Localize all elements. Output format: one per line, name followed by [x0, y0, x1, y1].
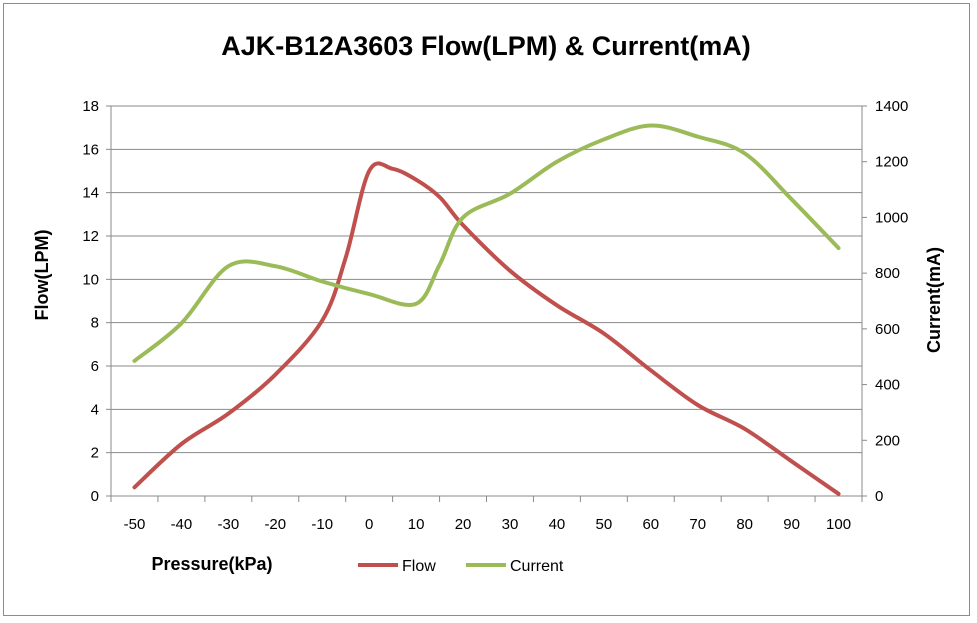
- y-tick-label: 8: [91, 315, 99, 332]
- x-axis-title: Pressure(kPa): [151, 554, 272, 574]
- x-tick-label: 0: [365, 516, 373, 533]
- y2-tick-label: 400: [875, 377, 900, 394]
- chart-frame: [3, 3, 970, 616]
- x-tick-label: -30: [218, 516, 240, 533]
- y2-tick-label: 600: [875, 321, 900, 338]
- y2-tick-label: 200: [875, 432, 900, 449]
- x-tick-label: 30: [502, 516, 519, 533]
- x-tick-label: 50: [596, 516, 613, 533]
- x-tick-label: -40: [171, 516, 193, 533]
- chart-title: AJK-B12A3603 Flow(LPM) & Current(mA): [221, 31, 751, 61]
- y-tick-label: 16: [82, 141, 99, 158]
- plot-area: 0246810121416180200400600800100012001400…: [82, 98, 908, 533]
- x-tick-label: 40: [549, 516, 566, 533]
- y-tick-label: 14: [82, 185, 99, 202]
- x-tick-label: -50: [124, 516, 146, 533]
- legend: Flow Current: [358, 558, 564, 575]
- y-tick-label: 0: [91, 488, 99, 505]
- series-line-flow: [132, 161, 841, 496]
- y-tick-label: 6: [91, 358, 99, 375]
- y2-tick-label: 1200: [875, 154, 908, 171]
- y2-tick-label: 0: [875, 488, 883, 505]
- x-tick-label: 100: [826, 516, 851, 533]
- x-tick-label: -20: [264, 516, 286, 533]
- y-tick-label: 10: [82, 271, 99, 288]
- y-tick-label: 12: [82, 228, 99, 245]
- y-tick-label: 4: [91, 401, 99, 418]
- legend-label-flow: Flow: [402, 558, 436, 575]
- legend-label-current: Current: [510, 558, 564, 575]
- y-tick-label: 18: [82, 98, 99, 115]
- y2-tick-label: 1400: [875, 98, 908, 115]
- y2-tick-label: 1000: [875, 209, 908, 226]
- x-tick-label: -10: [311, 516, 333, 533]
- y-axis-title: Flow(LPM): [32, 230, 52, 321]
- x-tick-label: 70: [689, 516, 706, 533]
- x-tick-label: 60: [642, 516, 659, 533]
- x-tick-label: 20: [455, 516, 472, 533]
- x-tick-label: 80: [736, 516, 753, 533]
- y2-tick-label: 800: [875, 265, 900, 282]
- series-line-current: [132, 123, 841, 363]
- y-tick-label: 2: [91, 445, 99, 462]
- x-tick-label: 10: [408, 516, 425, 533]
- y2-axis-title: Current(mA): [924, 247, 944, 353]
- x-tick-label: 90: [783, 516, 800, 533]
